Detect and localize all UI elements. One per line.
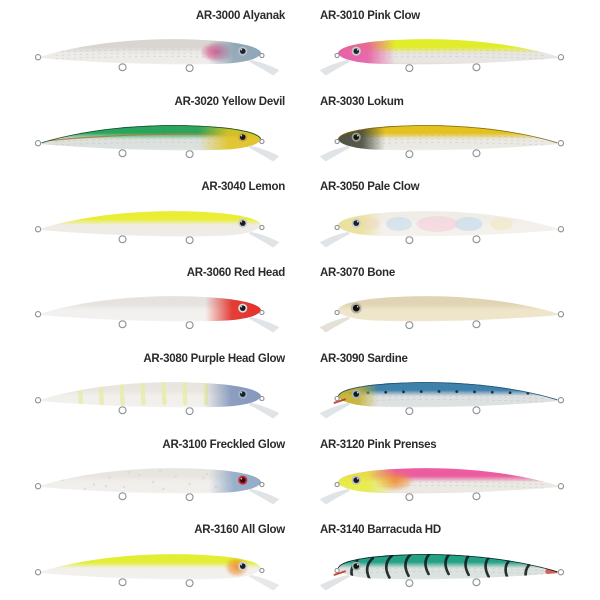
item-label: AR-3000 Alyanak [195,10,285,22]
item-label: AR-3040 Lemon [201,181,285,194]
item-label: AR-3100 Freckled Glow [162,438,285,451]
catalog-item-ar-3040: AR-3040 Lemon [0,171,300,257]
catalog-item-ar-3080: AR-3080 Purple Head Glow [0,343,300,429]
item-label: AR-3160 All Glow [194,524,285,537]
catalog-item-ar-3090: AR-3090 Sardine [300,343,600,429]
lure-image-ar-3160 [34,553,280,591]
item-label: AR-3090 Sardine [320,352,408,365]
item-label: AR-3050 Pale Clow [320,181,420,194]
catalog-item-ar-3010: AR-3010 Pink Clow [300,0,600,86]
item-label: AR-3020 Yellow Devil [174,95,286,108]
catalog-item-ar-3160: AR-3160 All Glow [0,514,300,600]
lure-image-ar-3080 [34,382,280,419]
item-label: AR-3010 Pink Clow [320,10,420,22]
lure-image-ar-3100 [34,467,280,505]
catalog-item-ar-3070: AR-3070 Bone [300,257,600,343]
item-label: AR-3140 Barracuda HD [320,524,441,537]
lure-image-ar-3020 [34,124,280,162]
item-label: AR-3030 Lokum [320,95,404,108]
catalog-item-ar-3140: AR-3140 Barracuda HD [300,514,600,600]
lure-image-ar-3040 [34,210,280,248]
lure-image-ar-3000 [34,39,280,76]
catalog-item-ar-3030: AR-3030 Lokum [300,86,600,172]
catalog-item-ar-3120: AR-3120 Pink Prenses [300,429,600,515]
catalog-item-ar-3020: AR-3020 Yellow Devil [0,86,300,172]
lure-image-ar-3030 [319,124,565,162]
lure-image-ar-3050 [319,210,565,248]
item-label: AR-3060 Red Head [186,267,286,280]
catalog-item-ar-3000: AR-3000 Alyanak [0,0,300,86]
item-label: AR-3120 Pink Prenses [320,438,437,451]
lure-image-ar-3010 [319,39,565,76]
lure-image-ar-3090 [319,382,565,419]
catalog-item-ar-3060: AR-3060 Red Head [0,257,300,343]
item-label: AR-3080 Purple Head Glow [143,352,285,365]
lure-image-ar-3070 [319,296,565,333]
catalog-item-ar-3050: AR-3050 Pale Clow [300,171,600,257]
item-label: AR-3070 Bone [320,267,395,280]
lure-image-ar-3140 [319,553,565,591]
catalog-item-ar-3100: AR-3100 Freckled Glow [0,429,300,515]
lure-image-ar-3060 [34,296,280,333]
lure-image-ar-3120 [319,467,565,505]
